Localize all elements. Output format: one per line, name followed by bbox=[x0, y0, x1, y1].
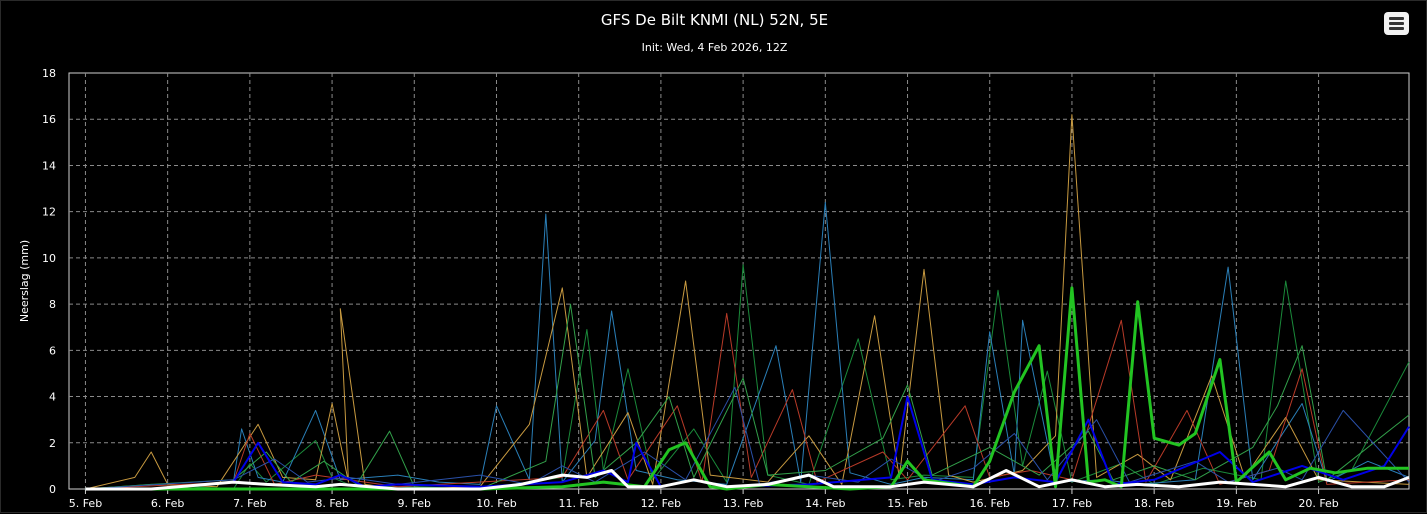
y-tick-label: 14 bbox=[42, 159, 56, 172]
y-tick-label: 8 bbox=[49, 298, 56, 311]
x-tick-label: 14. Feb bbox=[805, 497, 845, 510]
x-tick-label: 8. Feb bbox=[315, 497, 348, 510]
y-tick-label: 12 bbox=[42, 206, 56, 219]
y-axis-label: Neerslag (mm) bbox=[18, 240, 31, 322]
grid-lines bbox=[69, 73, 1409, 489]
y-tick-label: 4 bbox=[49, 391, 56, 404]
x-tick-label: 17. Feb bbox=[1052, 497, 1092, 510]
hamburger-menu-icon[interactable] bbox=[1384, 12, 1409, 35]
x-tick-label: 9. Feb bbox=[398, 497, 431, 510]
series-line bbox=[85, 201, 1410, 490]
x-tick-label: 5. Feb bbox=[69, 497, 102, 510]
series-line bbox=[85, 469, 1410, 491]
chart-subtitle: Init: Wed, 4 Feb 2026, 12Z bbox=[641, 41, 788, 54]
y-tick-label: 10 bbox=[42, 252, 56, 265]
y-tick-label: 16 bbox=[42, 113, 56, 126]
series-line bbox=[85, 303, 1410, 490]
x-tick-label: 16. Feb bbox=[970, 497, 1010, 510]
x-tick-label: 15. Feb bbox=[887, 497, 927, 510]
x-tick-label: 19. Feb bbox=[1216, 497, 1256, 510]
x-tick-label: 12. Feb bbox=[641, 497, 681, 510]
x-tick-label: 7. Feb bbox=[233, 497, 266, 510]
x-axis: 5. Feb 6. Feb 7. Feb 8. Feb 9. Feb 10. Feb 11.… bbox=[69, 489, 1339, 510]
x-tick-label: 11. Feb bbox=[558, 497, 598, 510]
y-tick-label: 0 bbox=[49, 483, 56, 496]
y-axis: 0 2 4 6 8 10 12 14 16 18 bbox=[42, 67, 56, 496]
x-tick-label: 13. Feb bbox=[723, 497, 763, 510]
series-line bbox=[85, 286, 1409, 491]
x-tick-label: 6. Feb bbox=[151, 497, 184, 510]
series-group bbox=[85, 114, 1410, 491]
x-tick-label: 20. Feb bbox=[1298, 497, 1338, 510]
plot-frame bbox=[68, 72, 1410, 490]
y-tick-label: 2 bbox=[49, 437, 56, 450]
y-tick-label: 6 bbox=[49, 344, 56, 357]
y-tick-label: 18 bbox=[42, 67, 56, 80]
chart-title: GFS De Bilt KNMI (NL) 52N, 5E bbox=[600, 11, 829, 29]
x-tick-label: 10. Feb bbox=[476, 497, 516, 510]
x-tick-label: 18. Feb bbox=[1134, 497, 1174, 510]
series-line bbox=[85, 312, 1410, 490]
